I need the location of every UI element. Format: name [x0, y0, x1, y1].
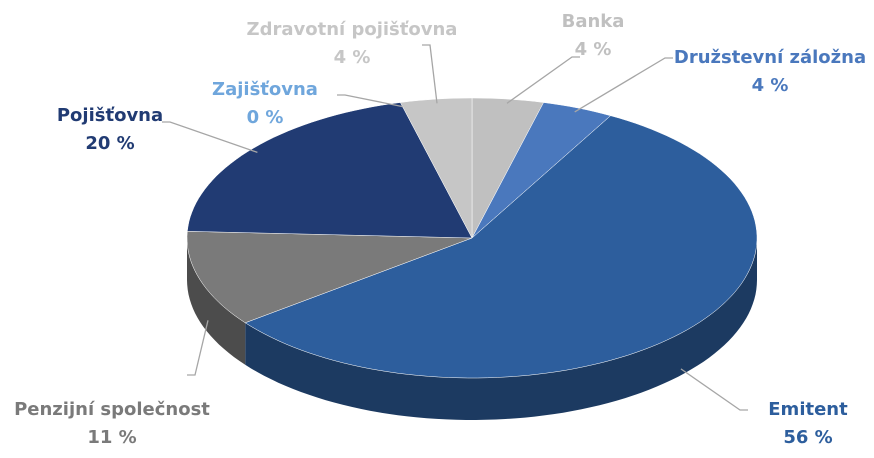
value-label: 4 % — [752, 75, 789, 96]
category-label: Banka — [562, 11, 625, 32]
slice — [244, 115, 758, 379]
leader-line — [574, 57, 673, 113]
category-label: Zdravotní pojišťovna — [247, 19, 458, 40]
slice — [471, 97, 544, 239]
leader-line — [337, 94, 403, 108]
slice-side — [245, 238, 757, 420]
leader-line — [162, 121, 258, 154]
leader-line — [680, 368, 748, 411]
category-label: Pojišťovna — [57, 105, 163, 126]
leader-line — [506, 56, 580, 104]
category-label: Zajišťovna — [212, 79, 318, 100]
slice-side — [187, 238, 246, 365]
slice — [186, 231, 473, 324]
category-label: Emitent — [768, 399, 848, 420]
value-label: 4 % — [334, 47, 371, 68]
leader-line — [187, 320, 209, 376]
value-label: 11 % — [87, 427, 136, 448]
value-label: 4 % — [575, 39, 612, 60]
value-label: 56 % — [783, 427, 832, 448]
value-label: 0 % — [247, 107, 284, 128]
value-label: 20 % — [85, 133, 134, 154]
category-label: Penzijní společnost — [14, 399, 210, 420]
category-label: Družstevní záložna — [674, 47, 866, 68]
slice — [471, 102, 612, 239]
leader-line — [422, 44, 438, 104]
